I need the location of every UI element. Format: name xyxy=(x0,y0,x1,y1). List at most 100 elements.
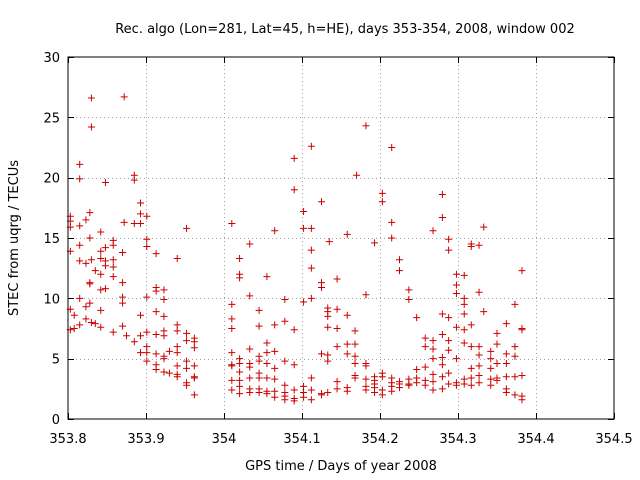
data-point xyxy=(333,275,341,283)
data-point xyxy=(300,393,308,401)
data-point xyxy=(152,250,160,258)
data-point xyxy=(281,396,289,404)
data-point xyxy=(290,186,298,194)
data-point xyxy=(236,274,244,282)
data-point xyxy=(190,391,198,399)
data-point xyxy=(263,390,271,398)
data-point xyxy=(263,359,271,367)
data-point xyxy=(263,374,271,382)
data-point xyxy=(371,239,379,247)
data-point xyxy=(307,224,315,232)
data-point xyxy=(351,359,359,367)
data-point xyxy=(228,376,236,384)
data-point xyxy=(487,375,495,383)
data-point xyxy=(307,396,315,404)
data-point xyxy=(101,244,109,252)
data-point xyxy=(76,222,84,230)
data-point xyxy=(445,337,453,345)
data-point xyxy=(165,347,173,355)
data-point xyxy=(351,327,359,335)
data-point xyxy=(228,325,236,332)
data-point xyxy=(405,286,413,294)
data-point xyxy=(502,320,510,328)
data-point xyxy=(396,384,403,392)
data-point xyxy=(388,387,396,395)
data-point xyxy=(160,312,168,320)
data-point xyxy=(101,285,109,293)
data-point xyxy=(160,332,168,340)
data-point xyxy=(109,273,117,281)
data-point xyxy=(87,256,95,264)
data-point xyxy=(137,332,145,340)
data-point xyxy=(388,218,396,226)
data-point xyxy=(130,338,138,346)
data-point xyxy=(228,362,236,370)
data-point xyxy=(137,220,145,228)
data-point xyxy=(281,317,289,325)
data-point xyxy=(502,359,510,367)
data-point xyxy=(438,361,446,369)
data-point xyxy=(86,280,94,288)
data-point xyxy=(236,390,244,398)
y-tick-label: 15 xyxy=(43,232,60,247)
data-point xyxy=(460,339,468,347)
axis-ticks xyxy=(68,57,615,420)
data-point xyxy=(236,368,244,376)
data-point xyxy=(421,381,429,389)
data-point xyxy=(405,296,413,304)
data-point xyxy=(487,364,495,372)
data-point xyxy=(263,273,271,281)
data-point xyxy=(137,210,145,218)
data-point xyxy=(246,363,254,371)
data-point xyxy=(318,350,325,358)
data-point xyxy=(190,344,198,352)
data-point xyxy=(271,387,279,395)
data-point xyxy=(429,355,437,363)
data-point xyxy=(429,378,437,386)
data-point xyxy=(452,281,460,289)
y-tick-label: 5 xyxy=(52,353,60,368)
data-point xyxy=(378,391,386,399)
data-point xyxy=(228,349,236,357)
data-point xyxy=(173,255,181,263)
data-point xyxy=(255,322,263,330)
y-tick-label: 0 xyxy=(52,413,60,428)
data-point xyxy=(97,270,105,278)
data-point xyxy=(143,293,151,301)
data-point xyxy=(173,349,181,357)
data-point xyxy=(452,355,460,363)
data-point xyxy=(76,241,84,249)
data-point xyxy=(290,361,298,369)
data-point xyxy=(438,213,446,221)
data-point xyxy=(82,303,90,311)
data-point xyxy=(413,314,421,322)
data-point xyxy=(351,352,359,360)
data-point xyxy=(190,374,198,382)
data-point xyxy=(421,334,429,342)
data-point xyxy=(255,388,263,396)
data-point xyxy=(109,263,117,271)
data-point xyxy=(165,369,173,377)
data-point xyxy=(467,364,475,372)
data-point xyxy=(119,279,127,287)
data-point xyxy=(343,230,351,238)
data-point xyxy=(143,357,151,365)
data-point xyxy=(324,323,332,331)
data-point xyxy=(183,364,191,372)
x-tick-label: 353.9 xyxy=(127,432,164,447)
data-point xyxy=(480,223,488,231)
data-point xyxy=(307,386,315,394)
data-point xyxy=(460,380,468,388)
data-point xyxy=(333,305,341,313)
data-point xyxy=(351,340,359,348)
data-point xyxy=(307,374,315,382)
data-point xyxy=(511,352,519,360)
y-tick-label: 10 xyxy=(43,292,60,307)
data-point xyxy=(173,373,181,381)
data-point xyxy=(371,388,379,396)
data-point xyxy=(143,328,151,336)
data-point xyxy=(236,376,244,384)
data-point xyxy=(143,343,151,351)
data-point xyxy=(518,267,526,275)
y-axis-label: STEC from uqrg / TECUs xyxy=(7,160,22,316)
